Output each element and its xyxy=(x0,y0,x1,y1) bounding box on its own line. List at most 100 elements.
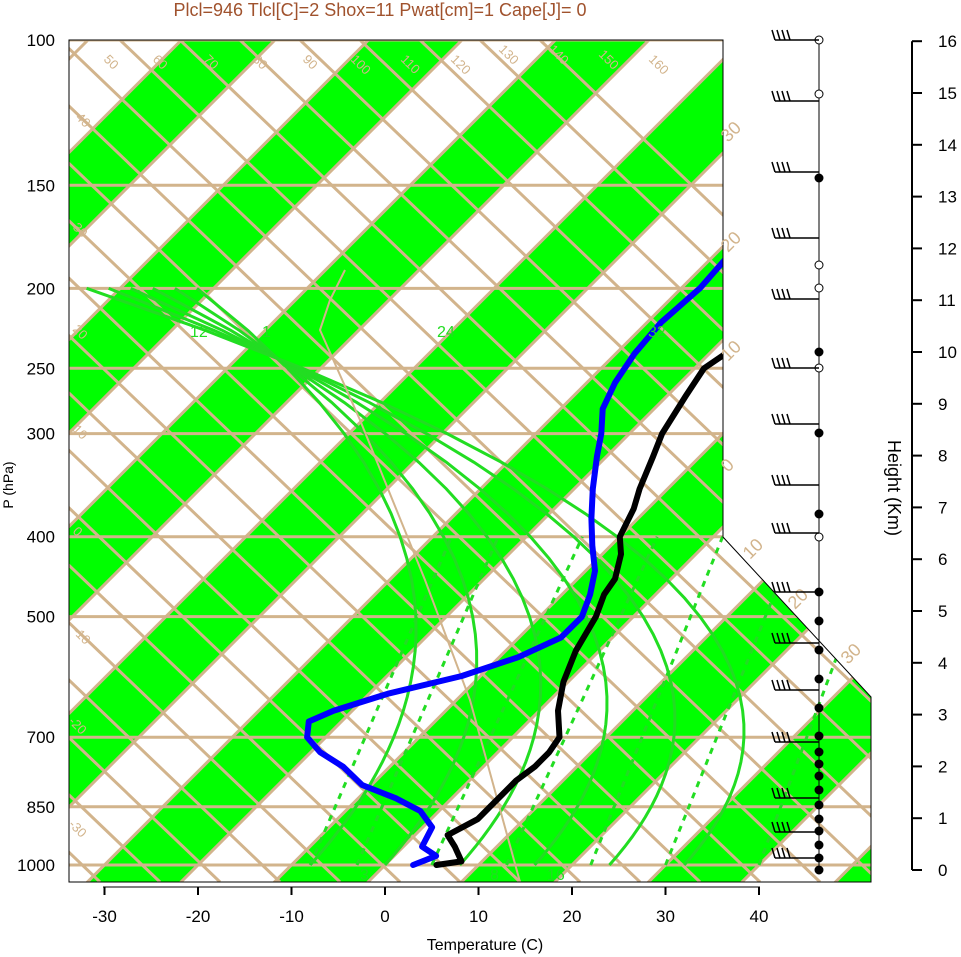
wind-level-marker xyxy=(814,616,824,626)
mixing-ratio-label: 8 xyxy=(490,867,499,884)
dry-adiabat-line xyxy=(69,40,871,882)
height-tick-label: 1 xyxy=(938,809,947,828)
y-axis-label: P (hPa) xyxy=(0,461,16,508)
dry-adiabat-line xyxy=(69,40,222,882)
wind-level-marker xyxy=(814,840,824,850)
wind-level-marker xyxy=(814,347,824,357)
temperature-tick-label: 30 xyxy=(656,907,675,926)
temperature-tick-label: 10 xyxy=(469,907,488,926)
height-tick-label: 13 xyxy=(938,188,957,207)
dry-adiabat-line xyxy=(0,40,40,882)
wind-barb xyxy=(771,679,819,691)
dry-adiabat-line xyxy=(538,40,871,882)
dry-adiabat-label: 50 xyxy=(101,52,122,73)
height-tick-label: 14 xyxy=(938,136,957,155)
pressure-axis: 100 150 200 250 300 400 500 700 850 1000 xyxy=(17,31,55,875)
pressure-tick-label: 250 xyxy=(27,359,55,378)
isotherm-edge-label: 30 xyxy=(837,640,865,668)
wind-barb xyxy=(771,787,819,799)
moist-adiabat-line xyxy=(86,286,746,866)
pressure-tick-label: 200 xyxy=(27,279,55,298)
wind-barb xyxy=(771,474,819,486)
wind-level-marker xyxy=(814,428,824,438)
mixing-ratio-label: 24 xyxy=(437,324,455,341)
height-tick-label: 4 xyxy=(938,654,947,673)
dry-adiabat-line xyxy=(478,40,871,882)
temperature-tick-label: -20 xyxy=(186,907,211,926)
mixing-ratio-label: 3 xyxy=(360,867,369,884)
temperature-axis: -30 -20 -10 0 10 20 30 40 xyxy=(92,886,769,926)
dewpoint-profile-line xyxy=(304,40,871,868)
wind-barb xyxy=(771,288,819,300)
dry-adiabat-line xyxy=(238,40,871,882)
pressure-tick-label: 500 xyxy=(27,608,55,627)
height-tick-label: 9 xyxy=(938,395,947,414)
height-tick-label: 16 xyxy=(938,32,957,51)
wind-level-marker xyxy=(814,674,824,684)
height-tick-label: 2 xyxy=(938,757,947,776)
plot-border xyxy=(68,39,872,883)
wind-level-marker xyxy=(814,731,824,741)
height-tick-label: 0 xyxy=(938,861,947,880)
height-tick-label: 7 xyxy=(938,498,947,517)
isotherm-line xyxy=(272,40,871,882)
mixing-ratio-label: 12 xyxy=(190,324,208,341)
wind-level-marker xyxy=(814,785,824,795)
wind-level-marker xyxy=(814,645,824,655)
wind-barb xyxy=(771,357,819,369)
wind-level-marker xyxy=(814,800,824,810)
temperature-stripe xyxy=(461,40,871,882)
height-tick-label: 12 xyxy=(938,239,957,258)
wind-barb xyxy=(771,90,819,102)
height-tick-label: 3 xyxy=(938,706,947,725)
wind-barb xyxy=(771,227,819,239)
pressure-tick-label: 300 xyxy=(27,425,55,444)
moist-adiabat-line xyxy=(152,287,543,866)
dry-adiabat-line xyxy=(178,40,871,882)
dry-adiabat-line xyxy=(69,40,522,882)
temperature-tick-label: 0 xyxy=(380,907,389,926)
parcel-line xyxy=(318,269,521,882)
wind-level-marker xyxy=(814,814,824,824)
wind-level-marker xyxy=(814,759,824,769)
moist-adiabat-line xyxy=(108,286,677,866)
wind-level-marker xyxy=(814,771,824,781)
mixing-ratio-label: 32 xyxy=(648,324,666,341)
moist-adiabat-line xyxy=(130,286,609,866)
height-tick-label: 15 xyxy=(938,84,957,103)
temperature-tick-label: -30 xyxy=(92,907,117,926)
height-tick-label: 8 xyxy=(938,447,947,466)
dry-adiabat-label: 90 xyxy=(300,52,321,73)
mixing-ratio-label: 1 xyxy=(262,324,271,341)
temperature-stripe xyxy=(69,40,649,882)
wind-level-marker xyxy=(814,509,824,519)
height-tick-label: 6 xyxy=(938,550,947,569)
wind-level-marker xyxy=(814,260,824,270)
wind-level-marker xyxy=(814,283,824,293)
mixing-ratio-line xyxy=(430,536,584,866)
temperature-stripes xyxy=(69,40,871,882)
dry-adiabat-label: 160 xyxy=(646,52,672,78)
mixing-ratio-line xyxy=(505,536,659,866)
dry-adiabat-label: 120 xyxy=(448,52,474,78)
temperature-stripe xyxy=(69,40,462,882)
isotherm-line xyxy=(69,40,277,882)
temperature-tick-label: 40 xyxy=(750,907,769,926)
wind-barb xyxy=(771,632,819,644)
dry-adiabat-line xyxy=(69,40,282,882)
chart-title: Plcl=946 Tlcl[C]=2 Shox=11 Pwat[cm]=1 Ca… xyxy=(173,0,586,20)
height-axis-label: Height (Km) xyxy=(884,440,904,536)
parcel-path xyxy=(318,269,521,882)
moist-adiabat-line xyxy=(196,287,418,866)
wind-barb xyxy=(771,581,819,593)
isotherm-line xyxy=(553,40,871,882)
isotherm-line xyxy=(69,40,464,882)
pressure-tick-label: 850 xyxy=(27,798,55,817)
dry-adiabat-label: 130 xyxy=(496,42,522,68)
wind-level-marker xyxy=(814,826,824,836)
height-tick-label: 5 xyxy=(938,602,947,621)
dry-adiabat-line xyxy=(69,40,342,882)
dry-adiabat-line xyxy=(69,40,762,882)
